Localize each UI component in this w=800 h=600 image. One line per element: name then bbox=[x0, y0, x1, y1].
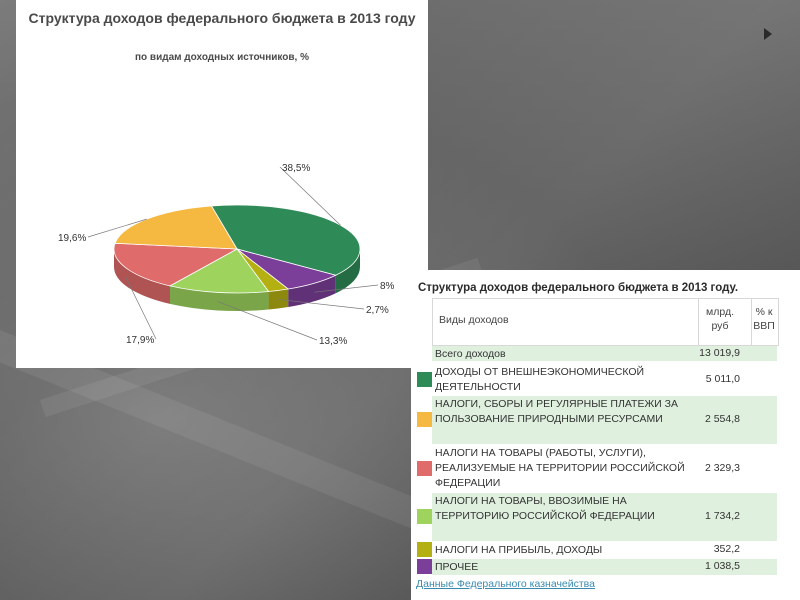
table-row-total: Всего доходов 13 019,9 bbox=[417, 346, 777, 361]
chart-subtitle: по видам доходных источников, % bbox=[135, 52, 309, 63]
row-name: Налоги, сборы и регулярные платежи за по… bbox=[435, 398, 678, 425]
source-link[interactable]: Данные Федерального казначейства bbox=[416, 578, 595, 590]
table-header: Виды доходов млрд. руб % к ВВП bbox=[432, 298, 779, 346]
row-background bbox=[432, 493, 777, 541]
row-value: 5 011,0 bbox=[705, 373, 740, 385]
pie-slice-side bbox=[335, 249, 360, 294]
table-row: Доходы от внешнеэкономической деятельнос… bbox=[417, 364, 777, 396]
color-swatch bbox=[417, 542, 432, 557]
leader-line bbox=[278, 299, 365, 310]
header-billion-rub: млрд. руб bbox=[695, 305, 745, 333]
table-row: Налоги на товары, ввозимые на территорию… bbox=[417, 493, 777, 541]
color-swatch bbox=[417, 412, 432, 427]
row-value: 352,2 bbox=[713, 543, 740, 555]
slice-label: 38,5% bbox=[282, 163, 310, 174]
table-row: Прочее 1 038,5 bbox=[417, 559, 777, 575]
header-pct-line: % к bbox=[755, 306, 773, 318]
leader-line bbox=[87, 218, 147, 238]
color-swatch bbox=[417, 372, 432, 387]
slice-label: 2,7% bbox=[366, 305, 389, 316]
table-row: Налоги, сборы и регулярные платежи за по… bbox=[417, 396, 777, 444]
row-value: 2 554,8 bbox=[704, 413, 740, 425]
header-percent-gdp: % к ВВП bbox=[751, 305, 777, 333]
row-background bbox=[432, 396, 777, 444]
color-swatch bbox=[417, 509, 432, 524]
slice-label: 19,6% bbox=[58, 233, 86, 244]
income-table-panel: Структура доходов федерального бюджета в… bbox=[411, 270, 800, 600]
row-value: 2 329,3 bbox=[704, 462, 740, 474]
color-swatch bbox=[417, 461, 432, 476]
leader-line bbox=[124, 276, 157, 340]
row-name: Всего доходов bbox=[435, 348, 506, 360]
header-income-type: Виды доходов bbox=[439, 314, 509, 326]
slice-label: 13,3% bbox=[319, 336, 347, 347]
row-name: Прочее bbox=[435, 561, 479, 573]
pie-slice-side bbox=[169, 285, 269, 312]
header-divider bbox=[698, 299, 699, 345]
table-title: Структура доходов федерального бюджета в… bbox=[418, 282, 739, 294]
slice-label: 8% bbox=[380, 281, 395, 292]
leader-line bbox=[314, 284, 379, 293]
row-name: Доходы от внешнеэкономической деятельнос… bbox=[435, 366, 645, 393]
chart-title: Структура доходов федерального бюджета в… bbox=[28, 10, 416, 26]
table-row: Налоги на прибыль, доходы 352,2 bbox=[417, 542, 777, 558]
slice-label: 17,9% bbox=[126, 335, 154, 346]
pie-chart-panel: Структура доходов федерального бюджета в… bbox=[16, 0, 428, 368]
pie-slice bbox=[114, 205, 238, 250]
table-row: Налоги на товары (работы, услуги), реали… bbox=[417, 445, 777, 493]
header-divider bbox=[751, 299, 752, 345]
leader-line bbox=[217, 301, 318, 341]
pie-chart: 38,5% 8% 2,7% 13,3% 17,9% 19,6% bbox=[58, 163, 395, 347]
row-background bbox=[432, 559, 777, 575]
row-value: 1 038,5 bbox=[704, 560, 740, 572]
header-pct-line: ВВП bbox=[753, 320, 775, 332]
pie-slice bbox=[168, 248, 270, 294]
row-name: Налоги на прибыль, доходы bbox=[435, 544, 603, 556]
row-value: 13 019,9 bbox=[699, 347, 740, 359]
color-swatch bbox=[417, 559, 432, 574]
row-name: Налоги на товары (работы, услуги), реали… bbox=[435, 447, 685, 489]
row-background bbox=[432, 346, 777, 361]
row-name: Налоги на товары, ввозимые на территорию… bbox=[435, 495, 655, 522]
header-unit-line: руб bbox=[711, 320, 729, 332]
row-value: 1 734,2 bbox=[704, 510, 740, 522]
leader-line bbox=[279, 166, 341, 226]
pie-slice bbox=[113, 242, 239, 287]
header-unit-line: млрд. bbox=[706, 306, 734, 318]
pie-slice-side bbox=[288, 275, 336, 308]
pie-slice-side bbox=[268, 289, 289, 310]
pie-slice-side bbox=[114, 249, 170, 304]
slide-bullet-icon bbox=[764, 28, 772, 40]
